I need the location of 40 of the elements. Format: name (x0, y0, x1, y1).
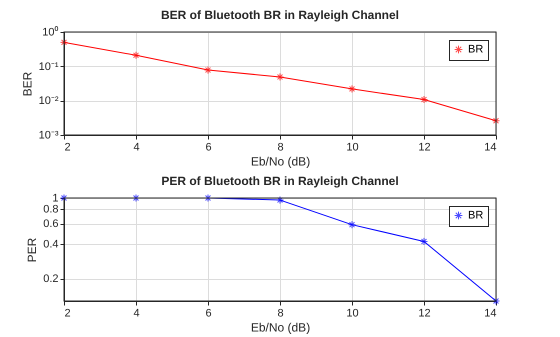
x-tick-label: 12 (418, 308, 431, 320)
x-tick-label: 14 (484, 308, 496, 320)
x-tick-label: 10 (346, 142, 359, 154)
point (348, 84, 356, 93)
x-tick-label: 14 (484, 142, 496, 154)
point (204, 66, 212, 74)
x-axis-title: Eb/No (dB) (250, 320, 310, 334)
y-tick-label: 10⁰ (42, 26, 58, 38)
point (420, 95, 428, 104)
x-tick-label: 2 (64, 308, 71, 320)
chart-title: PER of Bluetooth BR in Rayleigh Channel (161, 174, 399, 188)
x-tick-label: 8 (277, 142, 284, 154)
legend-label: BR (468, 44, 484, 56)
y-tick-label: 10⁻¹ (38, 60, 59, 73)
y-tick-label: 0.2 (43, 273, 58, 286)
y-tick-label: 10⁻² (38, 95, 59, 108)
point (348, 220, 356, 229)
point (276, 72, 284, 82)
x-tick-label: 4 (133, 142, 140, 154)
chart-title: BER of Bluetooth BR in Rayleigh Channel (160, 8, 400, 22)
y-tick-label: 0.8 (43, 204, 58, 216)
y-axis-title: BER (20, 71, 35, 96)
point (492, 116, 500, 125)
x-tick-label: 10 (346, 308, 359, 320)
point (276, 196, 284, 204)
y-tick-label: 0.4 (43, 238, 58, 250)
y-tick-label: 1 (52, 192, 58, 204)
x-tick-label: 2 (64, 142, 71, 154)
x-tick-label: 12 (418, 142, 431, 154)
x-tick-label: 8 (277, 308, 284, 320)
y-tick-label: 10⁻³ (38, 130, 59, 142)
x-tick-label: 6 (205, 308, 212, 320)
x-axis-title: Eb/No (dB) (250, 154, 310, 168)
y-axis-title: PER (25, 237, 40, 262)
y-tick-label: 0.6 (43, 218, 58, 230)
point (132, 51, 140, 60)
x-tick-label: 4 (133, 308, 140, 320)
x-tick-label: 6 (205, 142, 212, 154)
legend-label: BR (468, 210, 484, 222)
point (420, 237, 428, 246)
